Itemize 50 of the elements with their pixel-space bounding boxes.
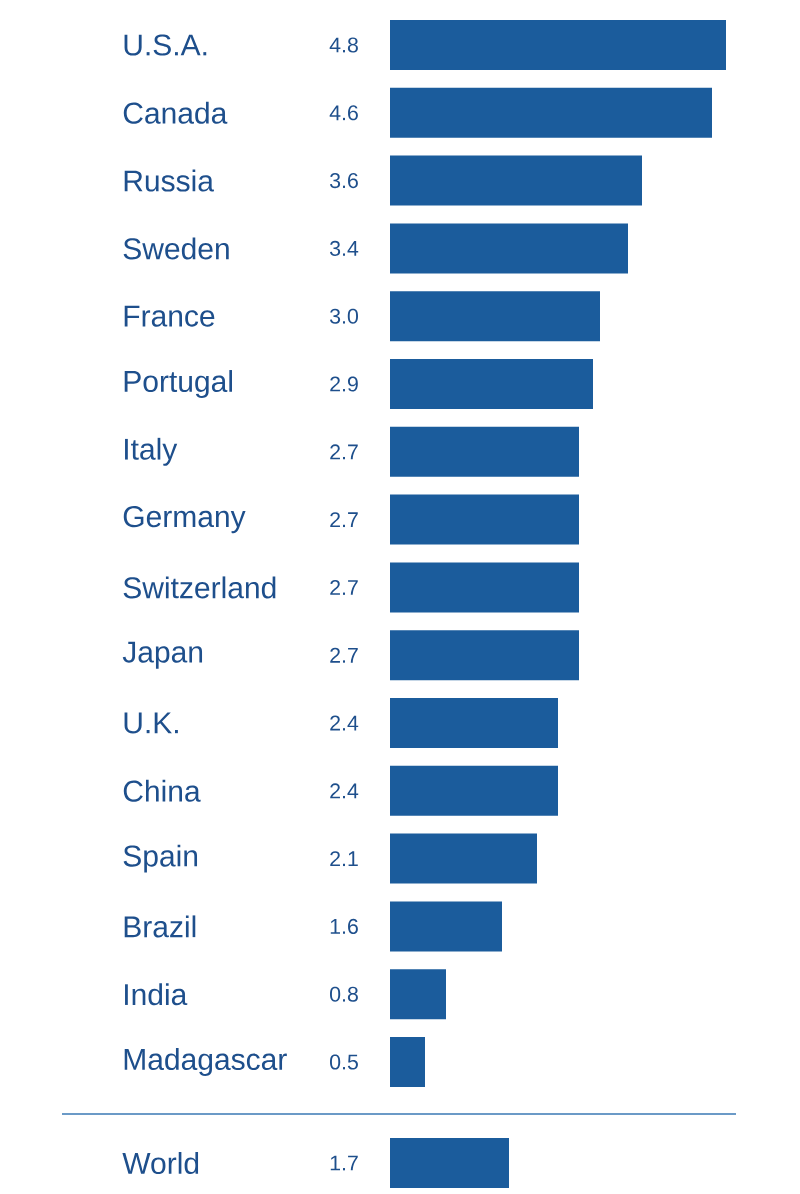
data-label: 2.7	[330, 512, 358, 528]
bar	[390, 765, 558, 816]
y-tick-label: China	[123, 779, 201, 802]
bar	[390, 494, 579, 545]
data-label: 2.7	[330, 579, 358, 595]
data-label: 1.6	[330, 918, 358, 934]
data-label: 2.9	[330, 376, 358, 392]
y-tick-label: Madagascar	[124, 1048, 287, 1076]
bar	[390, 698, 558, 749]
y-tick-label: Sweden	[123, 237, 229, 260]
y-tick-label: Russia	[124, 169, 214, 192]
y-tick-label: France	[124, 305, 215, 327]
data-label: 0.5	[330, 1054, 358, 1070]
bar	[390, 20, 726, 70]
bar	[390, 630, 579, 681]
data-label: 3.6	[329, 173, 358, 189]
y-tick-label: India	[125, 983, 188, 1006]
bar	[390, 291, 600, 342]
data-label: 2.7	[330, 444, 358, 460]
data-label: 0.8	[330, 986, 358, 1002]
bar	[390, 1037, 425, 1088]
y-tick-label: U.S.A.	[124, 34, 207, 56]
y-tick-label: World	[122, 1151, 199, 1175]
data-label: 2.4	[330, 715, 359, 731]
y-tick-label: U.K.	[124, 712, 178, 734]
y-tick-label: Japan	[122, 641, 203, 669]
data-label: 2.1	[330, 851, 358, 867]
bar	[390, 833, 537, 884]
y-tick-label: Italy	[125, 437, 178, 466]
bar	[390, 562, 579, 613]
data-label: 4.6	[329, 105, 358, 121]
bar	[390, 155, 642, 206]
bar	[390, 426, 579, 477]
y-tick-label: Switzerland	[123, 576, 276, 599]
bar	[390, 969, 446, 1020]
y-tick-label: Spain	[123, 844, 198, 873]
bar	[390, 901, 502, 952]
bar	[390, 359, 593, 410]
bar	[390, 87, 712, 138]
y-tick-label: Canada	[123, 101, 228, 124]
data-label: 4.8	[329, 37, 358, 53]
y-tick-label: Portugal	[124, 370, 232, 398]
bar	[390, 223, 628, 274]
y-tick-label: Brazil	[124, 915, 196, 938]
data-label: 3.0	[329, 308, 359, 324]
data-label: 2.4	[330, 783, 359, 799]
y-tick-label: Germany	[123, 506, 246, 534]
data-label: 3.4	[329, 240, 359, 256]
data-label: 2.7	[330, 647, 358, 663]
data-label: 1.7	[330, 1155, 358, 1171]
